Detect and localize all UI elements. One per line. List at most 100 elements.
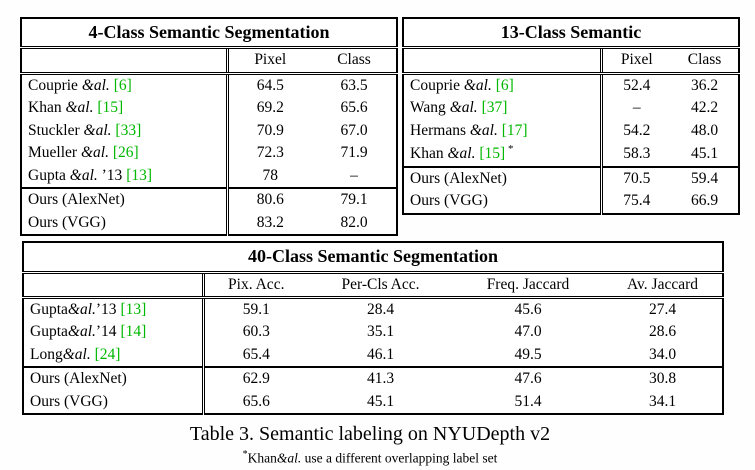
value-cell: 28.4: [366, 301, 395, 318]
value-cell: 79.1: [312, 187, 398, 212]
method-cell: Ours (VGG): [23, 391, 203, 414]
citation-link[interactable]: [24]: [90, 345, 121, 363]
table-row: Wang &al. [37] –42.2: [403, 97, 739, 120]
citation-link[interactable]: [33]: [111, 121, 142, 139]
footnote-marker: *: [242, 449, 248, 461]
method-cell: Ours (AlexNet): [403, 165, 602, 191]
table-13-class-semantic: 13-Class Semantic Pixel Class Couprie &a…: [402, 17, 741, 215]
value-cell: 63.5: [340, 76, 368, 94]
method-name: Khan: [28, 99, 66, 117]
value-cell: 48.0: [690, 121, 719, 139]
table-row: Ours (AlexNet) 80.6 79.1: [21, 187, 398, 212]
method-name: Couprie: [28, 76, 82, 94]
table-row: Ours (VGG) 65.6 45.1 51.4 34.1: [23, 390, 723, 415]
table-row: Stuckler &al. [33] 70.9 67.0: [21, 119, 397, 143]
method-name: Mueller: [28, 144, 81, 162]
method-name: Stuckler: [28, 121, 84, 139]
column-header-per-cls-acc: Per-Cls Acc.: [308, 272, 453, 300]
column-header-pixel: Pixel: [599, 47, 672, 75]
value-cell: 36.2: [690, 76, 719, 94]
column-header-empty: [21, 47, 227, 75]
method-etal: &al.: [447, 145, 476, 163]
value-cell: 67.0: [340, 121, 368, 139]
value-cell: 83.2: [225, 211, 312, 236]
table-title-row: 40-Class Semantic Segmentation: [23, 242, 723, 274]
table-row: Mueller &al. [26] 72.3 71.9: [21, 142, 397, 165]
value-cell: 60.3: [201, 321, 308, 344]
value-cell: 65.4: [201, 343, 308, 368]
table-row: Ours (VGG) 75.4 66.9: [403, 190, 739, 214]
table-row: Hermans &al. [17] 54.2 48.0: [403, 119, 739, 143]
citation-link[interactable]: [15]: [475, 145, 506, 163]
method-cell: Ours (VGG): [403, 190, 601, 213]
table-header-row: Pixel Class: [403, 47, 740, 75]
citation-link[interactable]: [15]: [93, 99, 124, 117]
method-etal: &al.: [83, 121, 112, 139]
column-header-av-jaccard: Av. Jaccard: [603, 272, 723, 300]
top-tables-row: 4-Class Semantic Segmentation Pixel Clas…: [20, 17, 741, 237]
method-etal: &al.: [69, 166, 98, 184]
method-cell: Khan &al. [15] *: [403, 142, 601, 167]
table-40-class-semantic-segmentation: 40-Class Semantic Segmentation Pix. Acc.…: [22, 241, 724, 416]
value-cell: 66.9: [690, 192, 719, 210]
method-name: Ours (AlexNet): [30, 370, 127, 388]
value-cell: 75.4: [599, 190, 672, 214]
table-footnote: *Khan&al. use a different overlapping la…: [0, 449, 740, 467]
method-cell: Gupta &al. ’13 [13]: [21, 165, 227, 188]
method-cell: Gupta&al.’13 [13]: [23, 298, 203, 322]
citation-link[interactable]: [6]: [109, 76, 132, 94]
method-cell: Long&al. [24]: [23, 344, 203, 367]
citation-link[interactable]: [37]: [477, 99, 508, 117]
table-title: 40-Class Semantic Segmentation: [23, 242, 723, 274]
footnote-text: use a different overlapping label set: [301, 450, 498, 466]
value-cell: 30.8: [603, 366, 723, 391]
method-name: Long: [30, 345, 63, 363]
method-name: Wang: [410, 99, 450, 117]
citation-link[interactable]: [17]: [497, 121, 528, 139]
method-etal: &al.: [449, 99, 478, 117]
citation-link[interactable]: [6]: [491, 76, 514, 94]
table-row: Ours (VGG) 83.2 82.0: [21, 211, 397, 236]
value-cell: 82.0: [340, 213, 368, 231]
value-cell: 34.0: [648, 345, 677, 363]
value-cell: 27.4: [648, 301, 677, 318]
table-title-row: 13-Class Semantic: [403, 18, 740, 50]
table-row: Couprie &al. [6] 64.5 63.5: [21, 73, 397, 98]
value-cell: 62.9: [201, 366, 308, 391]
table-row: Gupta &al. ’13 [13] 78 –: [21, 164, 397, 189]
method-name: Couprie: [410, 76, 464, 94]
table-4-class-semantic-segmentation: 4-Class Semantic Segmentation Pixel Clas…: [20, 17, 399, 237]
footnote-author: Khan: [247, 450, 277, 466]
method-year: ’13: [95, 301, 117, 318]
value-cell: 47.6: [453, 366, 603, 391]
value-cell: 70.5: [599, 165, 672, 191]
value-cell: 58.3: [599, 142, 672, 167]
table-title: 13-Class Semantic: [403, 18, 740, 50]
method-name: Gupta: [30, 323, 68, 341]
value-cell: 59.1: [201, 297, 308, 322]
table-header-row: Pixel Class: [21, 47, 398, 75]
value-cell: 45.1: [690, 144, 719, 162]
value-cell: 45.6: [514, 301, 542, 318]
table-caption: Table 3. Semantic labeling on NYUDepth v…: [189, 423, 551, 446]
value-cell: 65.6: [340, 99, 368, 117]
method-etal: &al.: [67, 301, 96, 318]
citation-link[interactable]: [13]: [122, 166, 153, 184]
citation-link[interactable]: [26]: [108, 144, 139, 162]
value-cell: 72.3: [225, 142, 312, 165]
citation-link[interactable]: [14]: [116, 323, 147, 341]
bottom-table-wrap: 40-Class Semantic Segmentation Pix. Acc.…: [0, 236, 755, 416]
table-row: Gupta&al.’14 [14] 60.3 35.1 47.0 28.6: [23, 321, 723, 344]
value-cell: 78: [225, 164, 312, 189]
value-cell: –: [350, 166, 358, 184]
value-cell: 64.5: [225, 73, 312, 98]
method-cell: Mueller &al. [26]: [21, 142, 227, 164]
table-row: Ours (AlexNet) 62.9 41.3 47.6 30.8: [23, 366, 723, 391]
value-cell: 46.1: [366, 345, 395, 363]
method-name: Gupta: [28, 166, 70, 184]
value-cell: 59.4: [671, 165, 740, 191]
footnote-etal: &al.: [276, 450, 302, 466]
method-name: Ours (VGG): [30, 392, 108, 410]
table-row: Couprie &al. [6] 52.4 36.2: [403, 73, 739, 98]
citation-link[interactable]: [13]: [116, 301, 147, 318]
